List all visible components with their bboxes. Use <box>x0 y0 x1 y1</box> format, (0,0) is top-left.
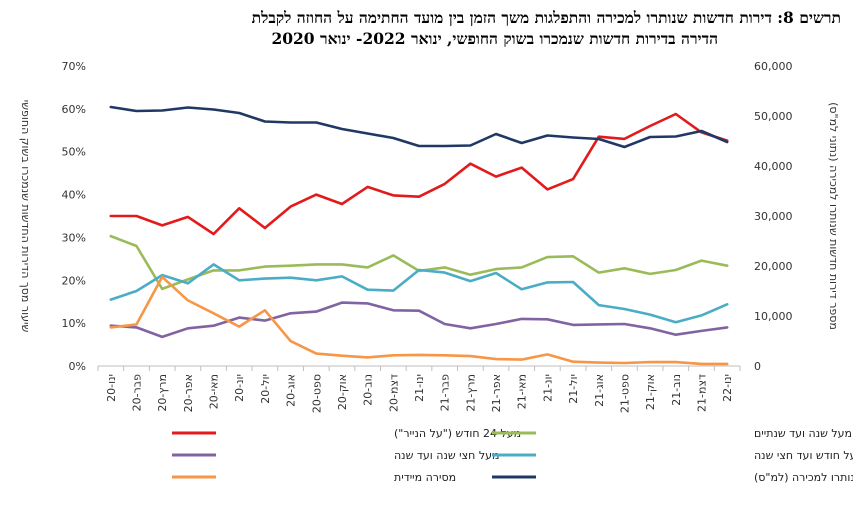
x-tick-label: דצמ-20 <box>387 374 400 412</box>
left-tick-label: 20% <box>62 274 86 287</box>
left-tick-label: 40% <box>62 189 86 202</box>
right-tick-label: 20,000 <box>754 260 793 273</box>
x-tick-label: מאי-20 <box>208 374 221 409</box>
x-tick-label: נוב-20 <box>362 374 375 406</box>
right-axis-ticks: 0 10,000 20,000 30,000 40,000 50,000 60,000 <box>754 60 793 373</box>
x-tick-label: מרץ-21 <box>464 374 477 412</box>
x-tick-label: מאי-21 <box>516 374 529 409</box>
x-tick-label: ספט-20 <box>310 374 323 413</box>
x-tick-label: ינו-21 <box>413 374 426 402</box>
series-lines <box>109 105 729 366</box>
x-tick-label: פבר-20 <box>131 374 144 412</box>
legend-label-1: מעל שנה ועד שנתיים <box>754 427 852 440</box>
left-tick-label: 10% <box>62 317 86 330</box>
x-tick-label: אוג-20 <box>285 374 298 407</box>
x-axis-ticks: ינו-20 פבר-20 מרץ-20 אפר-20 מאי-20 יונ-20 יול-… <box>97 366 741 413</box>
right-tick-label: 40,000 <box>754 160 793 173</box>
x-tick-label: יול-20 <box>259 374 272 404</box>
x-tick-label: אוק-21 <box>644 374 657 410</box>
series-line-3 <box>109 263 729 324</box>
right-axis-title: מספר דירות חדשות שנותרו למכירה (נתוני למ… <box>827 102 840 330</box>
series-line-0 <box>109 112 729 236</box>
legend-label-4: מסירה מיידית <box>394 471 456 484</box>
x-tick-label: אפר-20 <box>182 374 195 412</box>
series-line-2 <box>109 301 729 339</box>
right-tick-label: 0 <box>754 360 761 373</box>
left-tick-label: 70% <box>62 60 86 73</box>
series-line-4 <box>109 275 729 366</box>
chart-title-line-2: הדירה בדירות חדשות שנמכרו בשוק החופשי, י… <box>271 29 718 48</box>
left-axis-ticks: 0% 10% 20% 30% 40% 50% 60% 70% <box>62 60 86 373</box>
x-tick-label: אוק-20 <box>336 374 349 410</box>
x-tick-label: יול-21 <box>567 374 580 404</box>
left-tick-label: 30% <box>62 231 86 244</box>
legend-label-5: מספר דירות חדשות שנותרו למכירה (למ"ס) <box>754 471 853 484</box>
x-tick-label: מרץ-20 <box>156 374 169 412</box>
x-tick-label: נוב-21 <box>670 374 683 406</box>
legend: מעל 24 חודש ("על הנייר") מעל שנה ועד שנתי… <box>172 427 853 484</box>
right-tick-label: 60,000 <box>754 60 793 73</box>
left-tick-label: 60% <box>62 103 86 116</box>
left-axis-title: שיעור מסך הדירות החדשות שנמכרו בשוק החופ… <box>19 100 32 333</box>
x-tick-label: ספט-21 <box>618 374 631 413</box>
chart-title-line-1: תרשים 8: דירות חדשות שנותרו למכירה והתפל… <box>251 8 841 27</box>
right-tick-label: 10,000 <box>754 310 793 323</box>
right-tick-label: 30,000 <box>754 210 793 223</box>
x-tick-label: פבר-21 <box>439 374 452 412</box>
x-tick-label: דצמ-21 <box>695 374 708 412</box>
x-tick-label: יונ-20 <box>233 374 246 402</box>
right-tick-label: 50,000 <box>754 110 793 123</box>
legend-label-2: מעל חצי שנה ועד שנה <box>394 449 499 462</box>
left-tick-label: 50% <box>62 146 86 159</box>
left-tick-label: 0% <box>69 360 86 373</box>
x-tick-label: אפר-21 <box>490 374 503 412</box>
legend-label-3: מעל חודש ועד חצי שנה <box>754 449 853 462</box>
x-tick-label: ינו-20 <box>105 374 118 402</box>
series-line-5 <box>109 105 729 149</box>
x-tick-label: ינו-22 <box>721 374 734 402</box>
series-line-1 <box>109 234 729 291</box>
x-tick-label: יונ-21 <box>541 374 554 402</box>
legend-label-0: מעל 24 חודש ("על הנייר") <box>394 427 521 440</box>
x-tick-label: אוג-21 <box>593 374 606 407</box>
